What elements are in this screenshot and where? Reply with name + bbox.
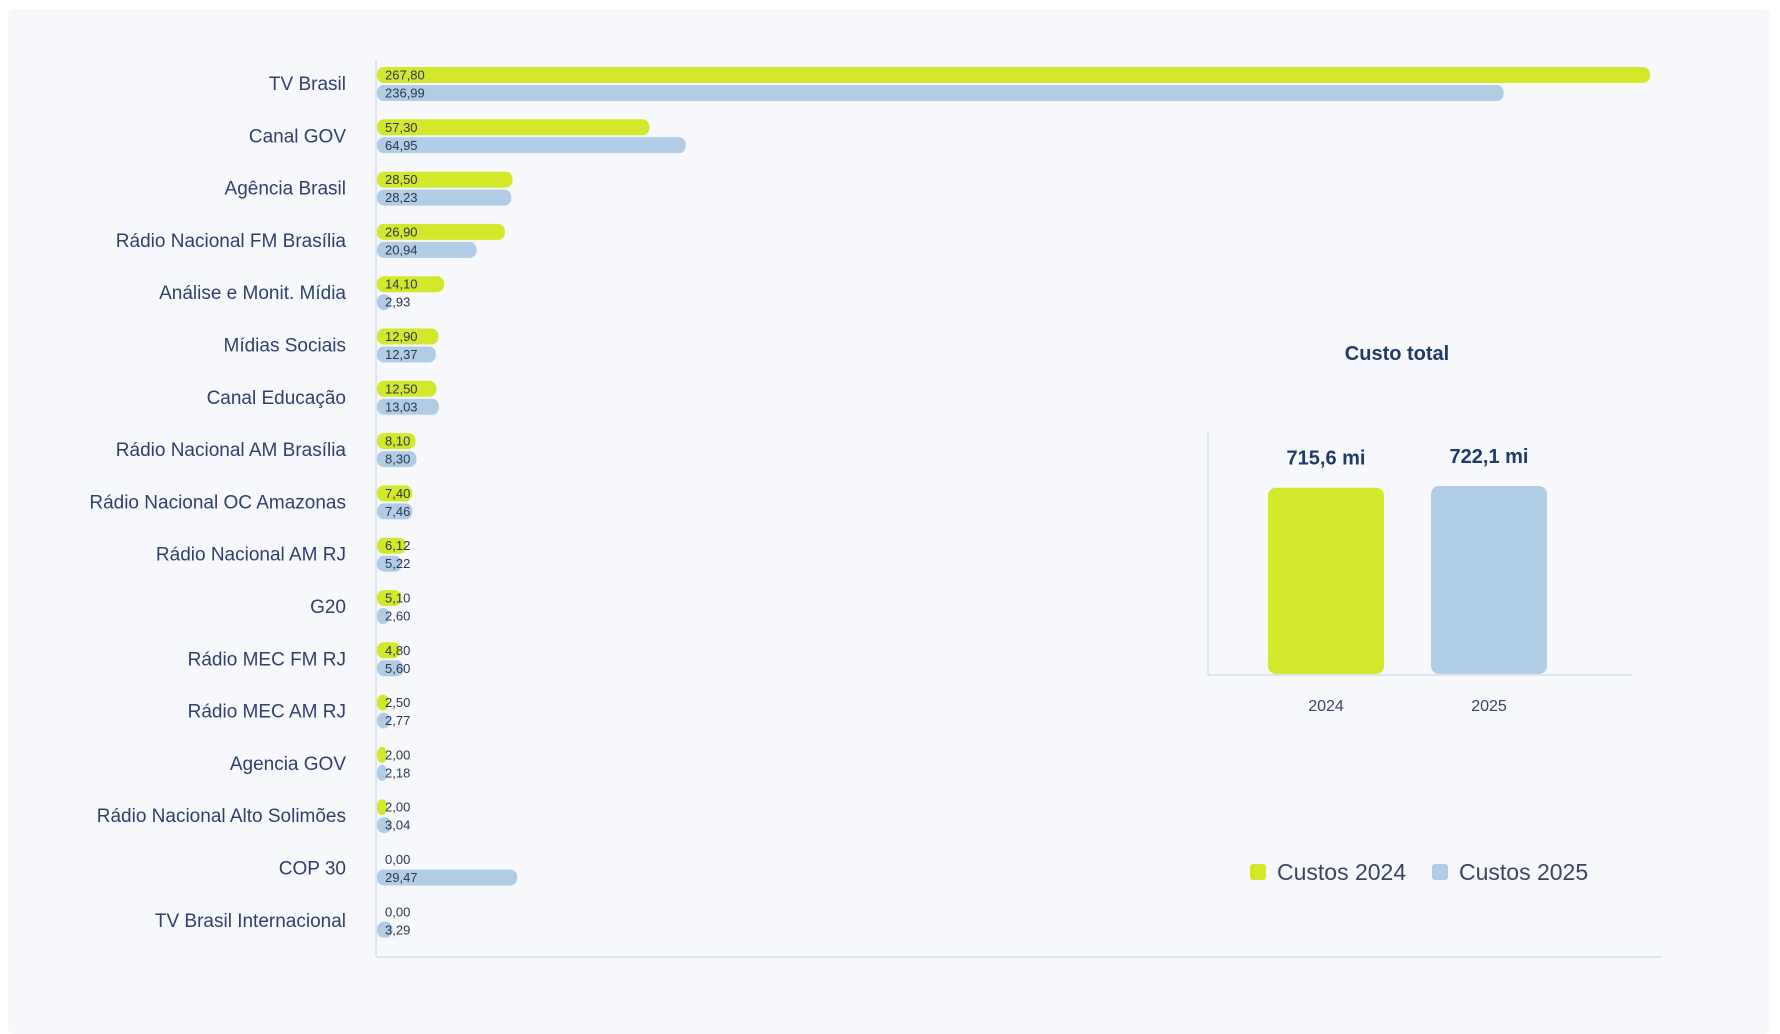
bar-2024 (377, 223, 505, 240)
category-label: Rádio MEC FM RJ (188, 649, 346, 670)
legend-label-2025: Custos 2025 (1459, 859, 1588, 885)
total-bar-2024 (1268, 487, 1384, 674)
value-label-2025: 2,93 (385, 295, 410, 310)
value-label-2025: 8,30 (385, 452, 410, 467)
bar-2025 (377, 346, 436, 363)
value-label-2024: 14,10 (385, 277, 418, 292)
bar-2024 (377, 119, 650, 136)
inset-chart-title: Custo total (1345, 343, 1449, 365)
category-label: G20 (310, 597, 346, 618)
value-label-2024: 57,30 (385, 120, 418, 135)
value-label-2024: 0,00 (385, 904, 410, 919)
value-label-2024: 7,40 (385, 486, 410, 501)
value-label-2025: 5,22 (385, 556, 410, 571)
value-label-2024: 2,50 (385, 695, 410, 710)
bar-2024 (377, 799, 387, 816)
legend-label-2024: Custos 2024 (1277, 859, 1406, 885)
value-label-2024: 6,12 (385, 538, 410, 553)
value-label-2024: 2,00 (385, 747, 410, 762)
value-label-2024: 12,50 (385, 381, 418, 396)
value-label-2025: 12,37 (385, 347, 418, 362)
bar-2024 (377, 328, 439, 345)
bar-2025 (377, 608, 390, 624)
value-label-2024: 267,80 (385, 68, 425, 83)
total-bar-2025 (1431, 486, 1547, 674)
bar-2025 (377, 555, 402, 572)
bar-2024 (377, 380, 437, 397)
value-label-2025: 2,77 (385, 713, 410, 728)
category-label: Canal GOV (249, 126, 346, 147)
value-label-2024: 4,80 (385, 643, 410, 658)
value-label-2025: 28,23 (385, 190, 418, 205)
category-label: Agencia GOV (230, 754, 346, 775)
total-value-label: 715,6 mi (1287, 448, 1366, 470)
bar-2025 (377, 189, 512, 206)
bar-2024 (377, 642, 400, 659)
bar-2024 (377, 485, 413, 502)
bar-2024 (377, 537, 407, 554)
category-label: Rádio Nacional AM Brasília (116, 440, 347, 461)
category-label: Rádio MEC AM RJ (188, 702, 346, 723)
category-label: Rádio Nacional Alto Solimões (97, 806, 346, 827)
bar-2025 (377, 712, 391, 729)
bar-2025 (377, 921, 393, 938)
bar-2024 (377, 67, 1650, 83)
value-label-2024: 8,10 (385, 434, 410, 449)
category-label: Análise e Monit. Mídia (159, 283, 346, 304)
bar-2025 (377, 817, 392, 834)
bar-2024 (377, 694, 389, 711)
value-label-2025: 7,46 (385, 504, 410, 519)
value-label-2024: 2,00 (385, 800, 410, 815)
value-label-2025: 5,60 (385, 661, 410, 676)
value-label-2024: 28,50 (385, 172, 418, 187)
bar-2025 (377, 503, 413, 520)
category-label: TV Brasil Internacional (155, 911, 346, 932)
category-label: Rádio Nacional AM RJ (156, 545, 346, 566)
value-label-2025: 3,04 (385, 818, 410, 833)
value-label-2025: 3,29 (385, 922, 410, 937)
value-label-2024: 5,10 (385, 591, 410, 606)
bar-2025 (377, 85, 1504, 101)
bar-2024 (377, 276, 445, 293)
bar-2025 (377, 241, 477, 258)
category-label: TV Brasil (269, 74, 346, 95)
category-label: COP 30 (279, 859, 346, 880)
bar-2024 (377, 171, 513, 188)
bar-2025 (377, 398, 439, 415)
category-label: Rádio Nacional FM Brasília (116, 231, 347, 252)
bar-2025 (377, 660, 404, 677)
value-label-2025: 13,03 (385, 399, 418, 414)
value-label-2025: 29,47 (385, 870, 418, 885)
value-label-2025: 2,60 (385, 609, 410, 624)
bar-2024 (377, 590, 402, 606)
value-label-2024: 26,90 (385, 224, 418, 239)
bar-2025 (377, 451, 417, 468)
bar-2024 (377, 433, 416, 450)
total-year-label: 2024 (1308, 698, 1344, 715)
bar-2025 (377, 294, 391, 311)
value-label-2025: 20,94 (385, 242, 418, 257)
legend-swatch-2024 (1250, 864, 1266, 880)
bar-2025 (377, 869, 518, 886)
total-year-label: 2025 (1471, 698, 1507, 715)
bar-2025 (377, 764, 388, 781)
category-label: Mídias Sociais (224, 336, 347, 357)
category-label: Agência Brasil (225, 179, 346, 200)
value-label-2024: 12,90 (385, 329, 418, 344)
value-label-2025: 64,95 (385, 138, 418, 153)
value-label-2025: 236,99 (385, 86, 425, 101)
legend-swatch-2025 (1432, 864, 1448, 880)
total-value-label: 722,1 mi (1450, 446, 1529, 468)
bar-2025 (377, 137, 686, 154)
category-label: Rádio Nacional OC Amazonas (89, 492, 346, 513)
value-label-2025: 2,18 (385, 765, 410, 780)
value-label-2024: 0,00 (385, 852, 410, 867)
bar-2024 (377, 746, 387, 763)
category-label: Canal Educação (207, 388, 346, 409)
